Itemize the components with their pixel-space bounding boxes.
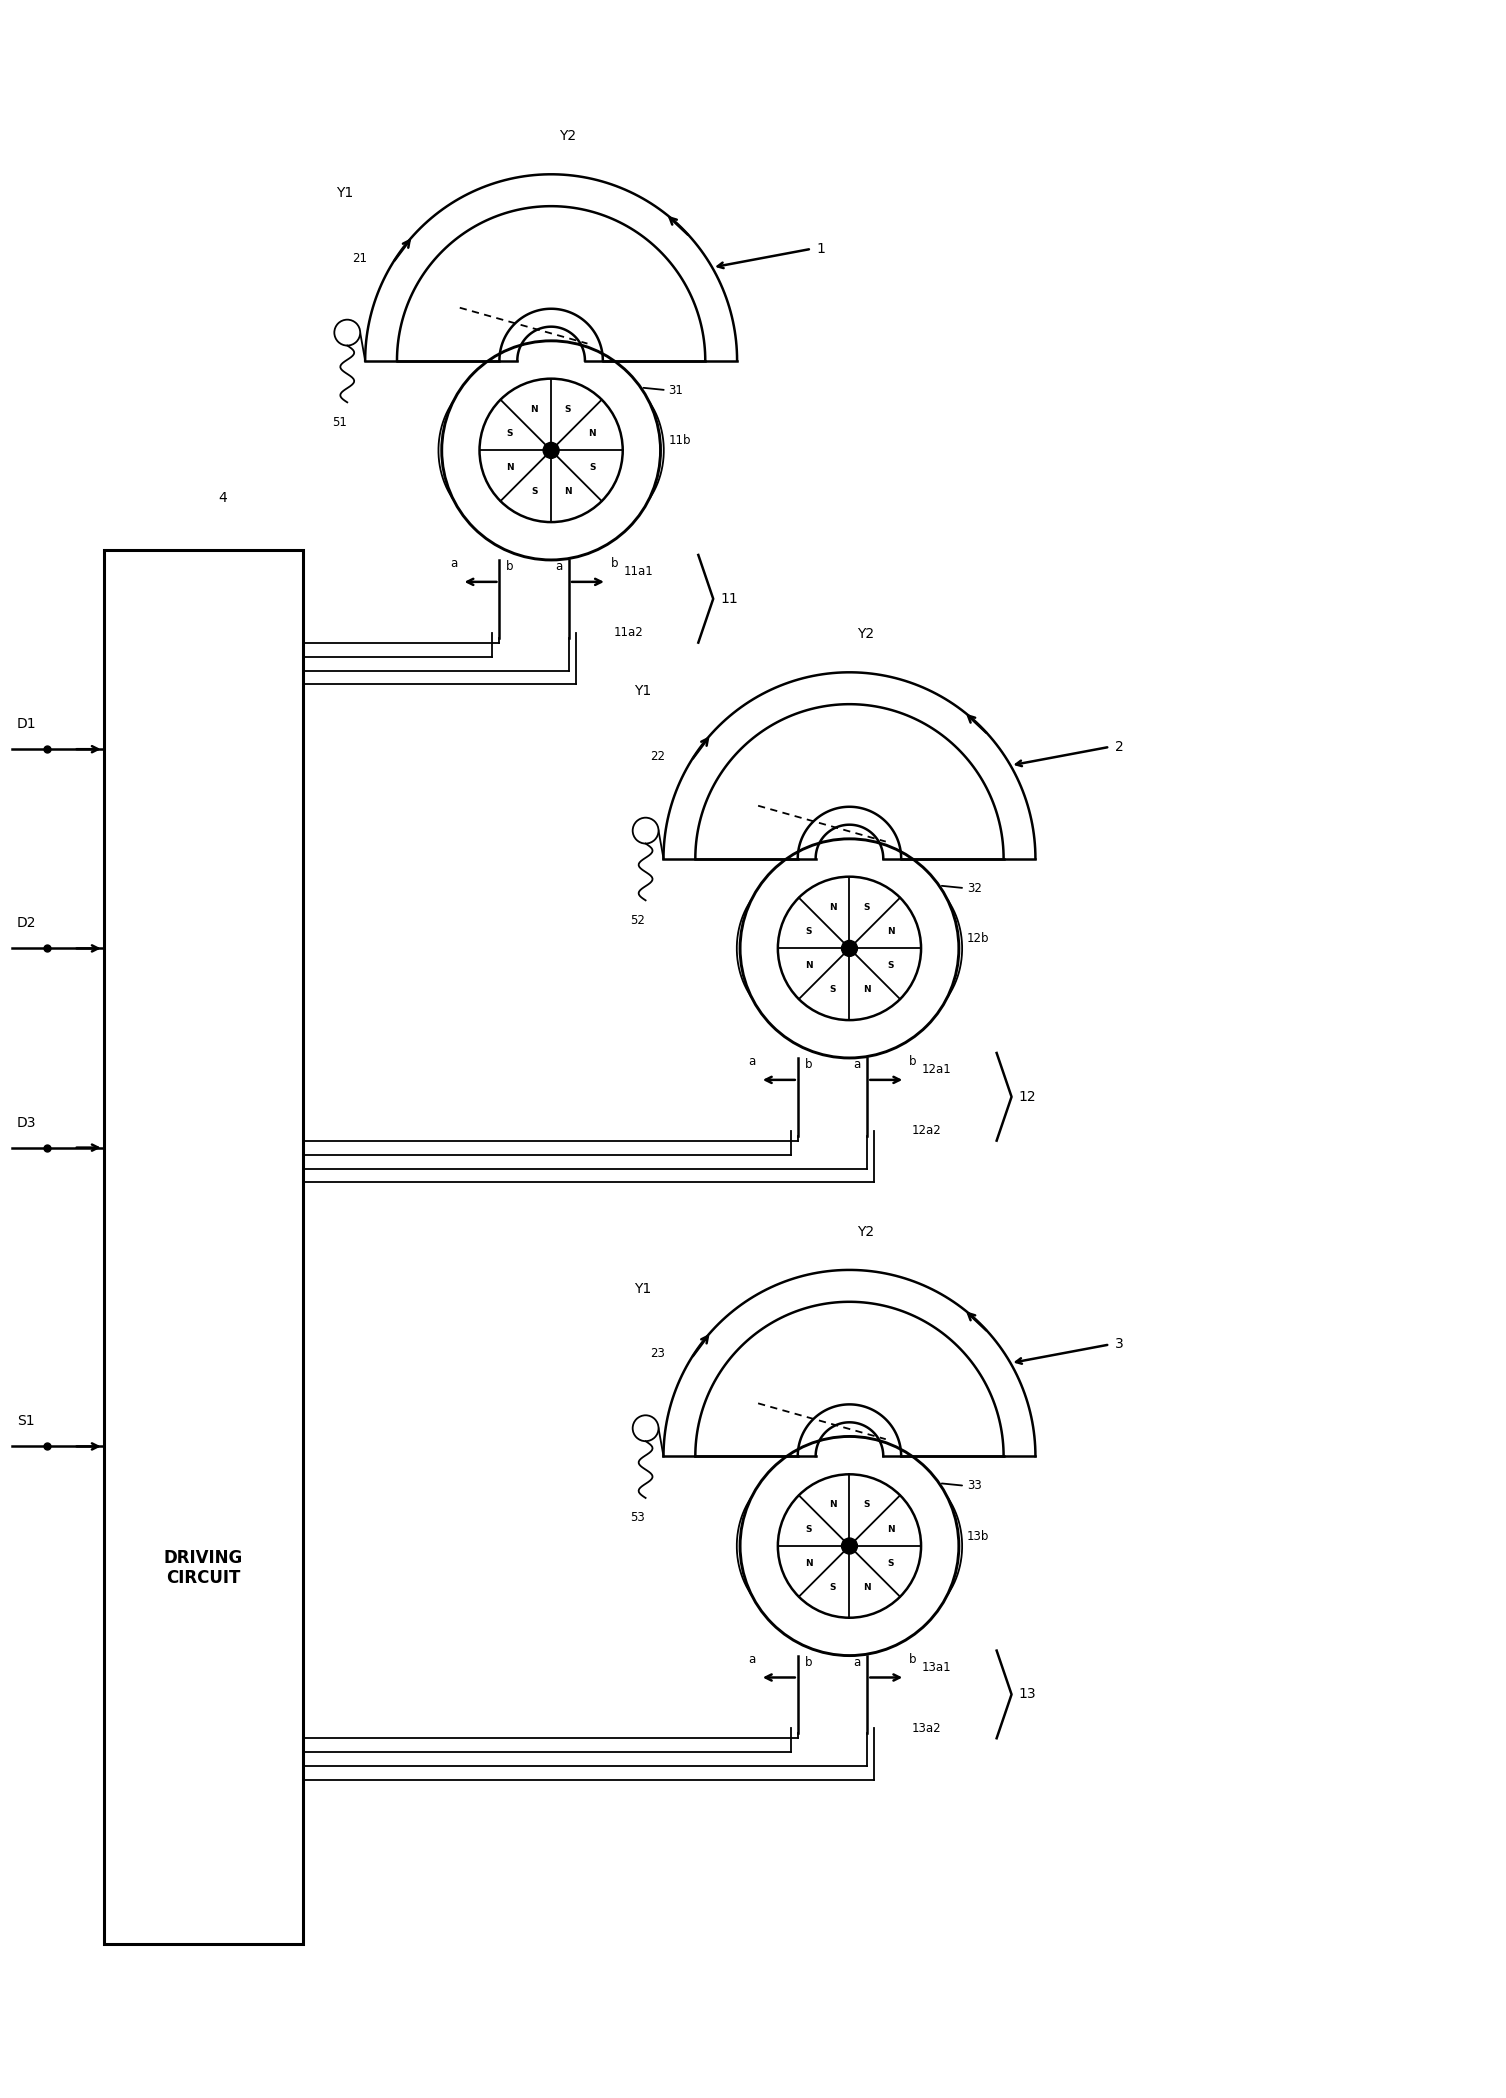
Text: a: a (854, 1655, 860, 1670)
Circle shape (739, 1437, 959, 1655)
Text: 32: 32 (967, 881, 982, 894)
Text: D2: D2 (17, 917, 36, 932)
Text: 12a2: 12a2 (913, 1125, 941, 1137)
Text: DRIVING
CIRCUIT: DRIVING CIRCUIT (164, 1548, 242, 1588)
Text: 51: 51 (331, 415, 346, 428)
Text: S: S (830, 984, 836, 994)
Text: Y2: Y2 (559, 130, 575, 143)
Text: N: N (804, 961, 812, 969)
Text: a: a (748, 1055, 756, 1068)
Text: N: N (589, 428, 596, 438)
Text: 22: 22 (651, 749, 666, 762)
Text: N: N (828, 1500, 836, 1508)
Circle shape (633, 818, 658, 843)
Text: a: a (450, 556, 458, 571)
Text: S: S (863, 1500, 869, 1508)
Circle shape (479, 378, 622, 522)
Text: N: N (863, 1582, 870, 1592)
Text: N: N (887, 927, 895, 936)
Text: 12: 12 (1018, 1089, 1036, 1104)
Text: S: S (508, 428, 514, 438)
Text: 13: 13 (1018, 1687, 1036, 1701)
Text: N: N (565, 487, 572, 495)
Text: N: N (828, 902, 836, 913)
Text: Y1: Y1 (634, 1282, 652, 1297)
Text: Y1: Y1 (336, 187, 354, 199)
Text: 13b: 13b (967, 1529, 989, 1542)
Text: 31: 31 (669, 384, 684, 397)
Text: S: S (863, 902, 869, 913)
Text: N: N (506, 464, 514, 472)
Text: 12a1: 12a1 (922, 1064, 952, 1076)
Circle shape (842, 1538, 857, 1555)
Text: b: b (506, 560, 514, 573)
Text: S: S (887, 1559, 893, 1567)
Text: N: N (530, 405, 538, 413)
Text: 33: 33 (967, 1479, 982, 1492)
Text: S: S (532, 487, 538, 495)
Text: a: a (854, 1057, 860, 1072)
Circle shape (739, 839, 959, 1057)
Text: 11: 11 (720, 592, 738, 606)
Circle shape (633, 1416, 658, 1441)
Text: 23: 23 (651, 1347, 666, 1360)
Text: Y2: Y2 (857, 627, 875, 642)
Text: a: a (748, 1653, 756, 1666)
Text: 52: 52 (630, 915, 645, 927)
Text: 12b: 12b (967, 932, 989, 944)
Text: 11a1: 11a1 (623, 564, 654, 579)
Circle shape (779, 877, 922, 1020)
Text: b: b (910, 1653, 917, 1666)
Text: b: b (804, 1057, 812, 1072)
Text: S: S (589, 464, 595, 472)
Text: D3: D3 (17, 1116, 36, 1129)
Bar (104, 550, 303, 1945)
Text: Y2: Y2 (857, 1225, 875, 1240)
Text: S: S (565, 405, 571, 413)
Text: 53: 53 (631, 1511, 645, 1525)
Text: b: b (611, 556, 619, 571)
Circle shape (842, 940, 857, 957)
Text: N: N (804, 1559, 812, 1567)
Text: 3: 3 (1114, 1336, 1123, 1351)
Text: S: S (806, 1525, 812, 1534)
Text: S1: S1 (17, 1414, 35, 1429)
Text: S: S (887, 961, 893, 969)
Text: 13a1: 13a1 (922, 1662, 952, 1674)
Text: b: b (804, 1655, 812, 1670)
Text: N: N (887, 1525, 895, 1534)
Text: a: a (554, 560, 562, 573)
Text: 11b: 11b (669, 434, 691, 447)
Text: 13a2: 13a2 (913, 1722, 941, 1735)
Circle shape (441, 340, 661, 560)
Circle shape (334, 319, 360, 346)
Text: S: S (806, 927, 812, 936)
Text: b: b (910, 1055, 917, 1068)
Text: D1: D1 (17, 718, 36, 732)
Text: 21: 21 (352, 252, 367, 264)
Text: 11a2: 11a2 (614, 625, 643, 640)
Text: 1: 1 (816, 241, 825, 256)
Circle shape (544, 443, 559, 457)
Circle shape (779, 1475, 922, 1618)
Text: N: N (863, 984, 870, 994)
Text: 4: 4 (218, 491, 227, 506)
Text: 2: 2 (1114, 741, 1123, 753)
Text: S: S (830, 1582, 836, 1592)
Text: Y1: Y1 (634, 684, 652, 699)
